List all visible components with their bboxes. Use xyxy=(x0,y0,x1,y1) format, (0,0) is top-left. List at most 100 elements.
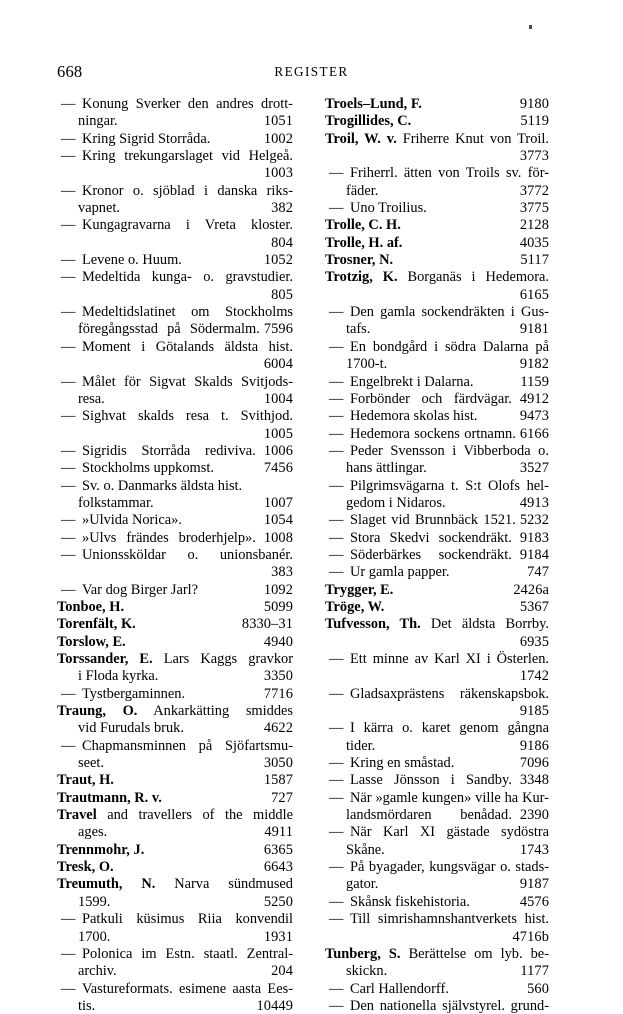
entry-dash-icon: — xyxy=(61,148,76,165)
entry-text: tider. xyxy=(346,737,376,754)
register-entry-line: Troels–Lund, F. 9180 xyxy=(325,96,549,113)
register-entry-line: — Den nationella självstyrel. grund- xyxy=(325,998,549,1014)
entry-dash-icon: — xyxy=(61,130,76,147)
entry-reference-number: 6004 xyxy=(263,356,293,373)
register-entry-line: landsmördaren benådad. 2390 xyxy=(325,807,549,824)
register-entry-line: ningar. 1051 xyxy=(57,113,293,130)
entry-dash-icon: — xyxy=(61,252,76,269)
register-entry-line: — Peder Svensson i Vibberboda o. xyxy=(325,443,549,460)
entry-text: folkstammar. xyxy=(78,494,154,511)
register-entry-line: Skåne. 1743 xyxy=(325,842,549,859)
entry-author-name: Trautmann, R. v. xyxy=(57,789,162,806)
entry-reference-number: 4912 xyxy=(519,390,549,407)
entry-reference-number: 4911 xyxy=(264,824,293,841)
entry-text: När Karl XI gästade sydöstra xyxy=(350,824,549,841)
entry-reference-number: 804 xyxy=(271,234,293,251)
register-entry-line: — Målet för Sigvat Skalds Svitjods- xyxy=(57,374,293,391)
entry-text: 1599. xyxy=(78,893,111,910)
entry-text: Travel and travellers of the middle xyxy=(57,807,293,824)
entry-author-name: Trygger, E. xyxy=(325,581,394,598)
entry-dash-icon: — xyxy=(61,460,76,477)
register-entry-line: — Söderbärkes sockendräkt. 9184 xyxy=(325,547,549,564)
register-entry-line: — Pilgrimsvägarna t. S:t Olofs hel- xyxy=(325,478,549,495)
register-entry-line: — Moment i Götalands äldsta hist. xyxy=(57,339,293,356)
entry-reference-number: 9473 xyxy=(519,408,549,425)
entry-reference-number: 8330–31 xyxy=(241,616,293,633)
entry-author-name: Torssander, E. xyxy=(57,651,153,667)
entry-text: 1700. xyxy=(78,928,111,945)
register-entry-line: Troil, W. v. Friherre Knut von Troil. xyxy=(325,131,549,148)
register-entry-line: Tröge, W. 5367 xyxy=(325,599,549,616)
entry-author-name: Torslow, E. xyxy=(57,633,126,650)
entry-text: En bondgård i södra Dalarna på xyxy=(350,338,549,355)
page-folio-number: 668 xyxy=(57,62,83,81)
entry-reference-number: 4576 xyxy=(519,893,549,910)
entry-reference-number: 7596 xyxy=(263,321,293,338)
entry-text: ningar. xyxy=(78,113,118,130)
entry-reference-number: 1006 xyxy=(263,442,293,459)
entry-reference-number: 5250 xyxy=(263,893,293,910)
entry-author-name: Travel xyxy=(57,807,97,824)
register-entry-line: 1003 xyxy=(57,165,293,182)
entry-author-name: Tonboe, H. xyxy=(57,598,125,615)
register-entry-line: — Levene o. Huum. 1052 xyxy=(57,252,293,269)
entry-reference-number: 1052 xyxy=(263,252,293,269)
entry-reference-number: 1005 xyxy=(263,425,293,442)
entry-reference-number: 5099 xyxy=(263,598,293,615)
register-entry-line: — Patkuli küsimus Riia konvendil xyxy=(57,911,293,928)
entry-reference-number: 204 xyxy=(271,963,293,980)
entry-text: hans ättlingar. xyxy=(346,460,427,477)
register-entry-line: — Skånsk fiskehistoria. 4576 xyxy=(325,894,549,911)
entry-reference-number: 1159 xyxy=(520,373,549,390)
entry-text: Söderbärkes sockendräkt. xyxy=(350,546,512,563)
entry-reference-number: 5232 xyxy=(519,512,549,529)
entry-text: Lasse Jönsson i Sandby. xyxy=(350,772,512,789)
entry-reference-number: 5119 xyxy=(520,113,549,130)
entry-text: Torssander, E. Lars Kaggs gravkor xyxy=(57,651,293,667)
register-entry-line: resa. 1004 xyxy=(57,391,293,408)
entry-reference-number: 2390 xyxy=(519,807,549,824)
register-entry-line: — Sighvat skalds resa t. Svithjod. xyxy=(57,408,293,425)
entry-text: Vastureformats. esimene aasta Ees- xyxy=(82,980,293,997)
entry-author-name: Tunberg, S. xyxy=(325,945,401,962)
entry-text: »Ulvida Norica». xyxy=(82,512,182,529)
register-entry-line: i Floda kyrka. 3350 xyxy=(57,668,293,685)
register-entry-line: archiv. 204 xyxy=(57,963,293,980)
entry-dash-icon: — xyxy=(329,564,344,581)
register-entry-line: 4716b xyxy=(325,929,549,946)
entry-reference-number: 7716 xyxy=(263,685,293,702)
entry-author-name: Treumuth, N. xyxy=(57,876,156,893)
register-entry-line: — Kring en småstad. 7096 xyxy=(325,755,549,772)
entry-reference-number: 1177 xyxy=(520,963,549,980)
entry-text: tis. xyxy=(78,997,96,1014)
register-entry-line: — Sv. o. Danmarks äldsta hist. xyxy=(57,478,293,495)
entry-text: Medeltidslatinet om Stockholms xyxy=(82,304,293,321)
entry-author-name: Troil, W. v. xyxy=(325,130,397,147)
entry-reference-number: 9186 xyxy=(519,737,549,754)
entry-text: Målet för Sigvat Skalds Svitjods- xyxy=(82,373,293,390)
entry-text: resa. xyxy=(78,390,105,407)
entry-dash-icon: — xyxy=(329,893,344,910)
entry-author-name: Trosner, N. xyxy=(325,252,394,269)
entry-text: Skånsk fiskehistoria. xyxy=(350,893,470,910)
register-entry-line: folkstammar. 1007 xyxy=(57,495,293,512)
register-entry-line: — Stockholms uppkomst. 7456 xyxy=(57,460,293,477)
entry-reference-number: 5117 xyxy=(520,252,549,269)
entry-reference-number: 747 xyxy=(527,564,549,581)
entry-dash-icon: — xyxy=(329,304,344,321)
entry-dash-icon: — xyxy=(61,512,76,529)
register-entry-line: — I kärra o. karet genom gångna xyxy=(325,720,549,737)
entry-dash-icon: — xyxy=(61,945,76,962)
register-entry-line: seet. 3050 xyxy=(57,755,293,772)
entry-dash-icon: — xyxy=(329,442,344,459)
entry-text: På byagader, kungsvägar o. stads- xyxy=(350,859,550,876)
entry-reference-number: 6935 xyxy=(519,633,549,650)
entry-reference-number: 3773 xyxy=(519,148,549,165)
register-entry-line: — Stora Skedvi sockendräkt. 9183 xyxy=(325,530,549,547)
register-column-right: Troels–Lund, F. 9180 Trogillides, C. 5119 Tr… xyxy=(325,96,549,1014)
entry-text: vapnet. xyxy=(78,200,120,217)
entry-text: När »gamle kungen» ville ha Kur- xyxy=(350,789,549,806)
entry-text: Kungagravarna i Vreta kloster. xyxy=(82,217,294,234)
entry-text: Torenfält, K. xyxy=(57,616,136,633)
entry-dash-icon: — xyxy=(329,685,344,702)
